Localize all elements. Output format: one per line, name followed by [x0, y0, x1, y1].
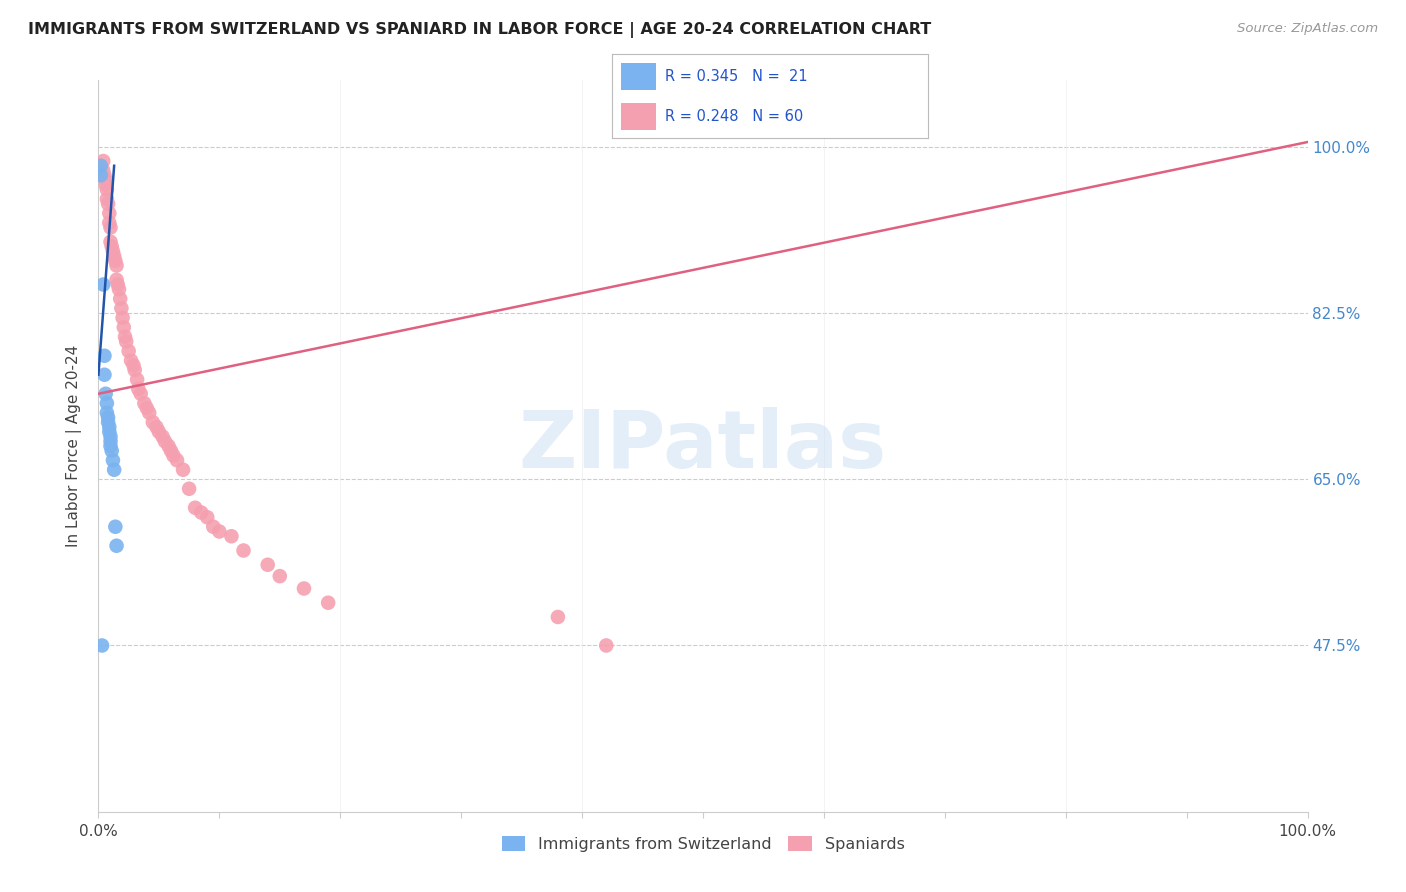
Point [98, 206, 121, 220]
Point [91, 639, 114, 653]
Point [172, 463, 194, 477]
Point [101, 244, 124, 259]
Point [190, 506, 212, 520]
Point [162, 449, 184, 463]
Point [124, 363, 146, 377]
Point [148, 425, 170, 439]
Point [138, 406, 160, 420]
Point [202, 520, 225, 534]
Point [105, 259, 128, 273]
Point [107, 277, 129, 292]
Point [108, 292, 131, 306]
Point [93, 349, 115, 363]
Point [103, 463, 125, 477]
Point [184, 500, 207, 515]
Text: ZIPatlas: ZIPatlas [519, 407, 887, 485]
Text: IMMIGRANTS FROM SWITZERLAND VS SPANIARD IN LABOR FORCE | AGE 20-24 CORRELATION C: IMMIGRANTS FROM SWITZERLAND VS SPANIARD … [28, 22, 931, 38]
Point [129, 386, 152, 401]
Point [91, 154, 114, 169]
Point [152, 429, 174, 443]
Point [208, 524, 231, 539]
Point [100, 429, 122, 443]
Point [97, 415, 120, 429]
Point [115, 334, 138, 349]
Point [90, 159, 112, 173]
Point [101, 453, 124, 467]
Point [93, 168, 115, 182]
Point [153, 434, 176, 449]
Point [111, 310, 134, 325]
Point [98, 216, 121, 230]
Point [94, 178, 117, 192]
Point [96, 406, 118, 420]
Point [134, 396, 156, 410]
Point [104, 520, 127, 534]
Point [91, 163, 114, 178]
Point [547, 610, 569, 624]
Point [160, 443, 183, 458]
Point [100, 235, 122, 249]
Point [179, 482, 201, 496]
Point [256, 558, 278, 572]
Point [269, 569, 291, 583]
Point [100, 239, 122, 253]
Point [145, 420, 167, 434]
Point [195, 510, 218, 524]
Bar [621, 62, 655, 90]
Point [104, 253, 127, 268]
Text: R = 0.345   N =  21: R = 0.345 N = 21 [665, 69, 808, 84]
Point [97, 196, 120, 211]
Point [127, 382, 149, 396]
Point [316, 596, 339, 610]
Point [122, 358, 145, 372]
Point [127, 372, 149, 386]
Point [142, 415, 165, 429]
Point [118, 344, 141, 359]
Point [91, 277, 114, 292]
Point [110, 301, 132, 316]
Y-axis label: In Labor Force | Age 20-24: In Labor Force | Age 20-24 [66, 345, 83, 547]
Point [120, 353, 142, 368]
Point [105, 539, 128, 553]
Point [112, 320, 135, 334]
Point [98, 425, 121, 439]
Point [232, 543, 254, 558]
Point [292, 582, 315, 596]
Point [90, 168, 112, 182]
Text: Source: ZipAtlas.com: Source: ZipAtlas.com [1237, 22, 1378, 36]
Point [221, 529, 243, 543]
Point [105, 273, 128, 287]
Point [96, 182, 118, 196]
Point [166, 453, 188, 467]
Text: R = 0.248   N = 60: R = 0.248 N = 60 [665, 109, 804, 124]
Point [100, 220, 122, 235]
Bar [621, 103, 655, 130]
Legend: Immigrants from Switzerland, Spaniards: Immigrants from Switzerland, Spaniards [495, 830, 911, 859]
Point [94, 386, 117, 401]
Point [96, 396, 118, 410]
Point [98, 420, 121, 434]
Point [108, 282, 131, 296]
Point [157, 439, 180, 453]
Point [103, 249, 125, 263]
Point [595, 639, 617, 653]
Point [100, 434, 122, 449]
Point [100, 443, 122, 458]
Point [97, 410, 120, 425]
Point [93, 368, 115, 382]
Point [94, 173, 117, 187]
Point [135, 401, 157, 415]
Point [114, 330, 136, 344]
Point [96, 192, 118, 206]
Point [100, 439, 122, 453]
